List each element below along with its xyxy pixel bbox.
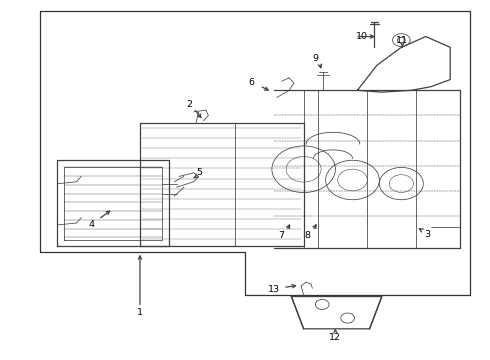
Text: 13: 13 [268, 285, 280, 294]
Text: 8: 8 [305, 231, 311, 240]
Text: 7: 7 [279, 231, 285, 240]
Text: 6: 6 [248, 78, 254, 87]
Text: 11: 11 [396, 36, 408, 45]
Text: 5: 5 [196, 168, 202, 177]
Text: 4: 4 [88, 220, 94, 229]
Text: 2: 2 [186, 100, 192, 109]
Text: 10: 10 [356, 32, 368, 41]
Text: 12: 12 [329, 333, 342, 342]
Text: 9: 9 [313, 54, 319, 63]
Text: 1: 1 [137, 308, 143, 317]
Text: 3: 3 [424, 230, 430, 239]
